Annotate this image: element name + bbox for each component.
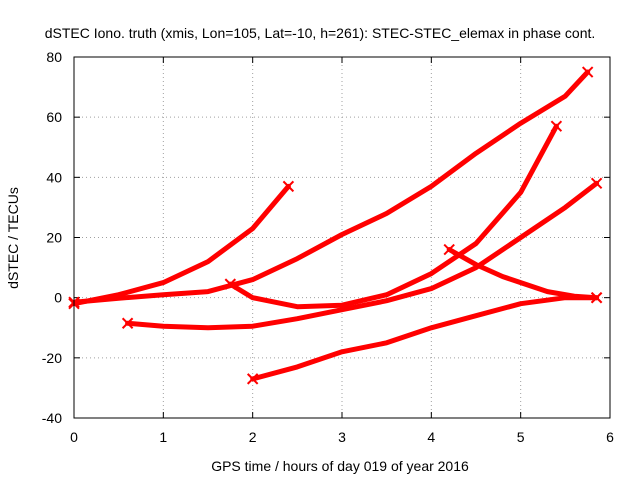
x-tick-label: 2 <box>249 429 257 445</box>
series-line-1 <box>71 183 291 307</box>
y-tick-label: -40 <box>42 410 62 426</box>
series-end-marker <box>550 120 563 132</box>
series-line-3 <box>227 123 559 310</box>
series-line-6 <box>250 295 600 382</box>
series-line-4 <box>125 180 600 331</box>
chart-title: dSTEC Iono. truth (xmis, Lon=105, Lat=-1… <box>45 25 596 41</box>
series-end-marker <box>581 66 594 78</box>
series-end-marker <box>590 291 603 304</box>
x-tick-label: 0 <box>70 429 78 445</box>
series-end-marker <box>224 278 237 290</box>
series-line-2 <box>71 69 591 305</box>
series-end-marker <box>246 373 259 385</box>
x-tick-label: 5 <box>517 429 525 445</box>
y-axis-label: dSTEC / TECUs <box>5 187 21 289</box>
x-axis-label: GPS time / hours of day 019 of year 2016 <box>211 458 469 474</box>
axis-ticks: 0 1 2 3 4 5 6 -40 -20 0 20 40 60 80 <box>42 49 614 445</box>
x-tick-label: 4 <box>427 429 435 445</box>
grid <box>74 57 610 418</box>
y-tick-label: 80 <box>46 49 62 65</box>
series-end-marker <box>443 243 455 256</box>
y-tick-label: -20 <box>42 350 62 366</box>
y-tick-label: 20 <box>46 230 62 246</box>
x-tick-label: 3 <box>338 429 346 445</box>
plot-frame <box>73 56 611 419</box>
y-tick-label: 40 <box>46 169 62 185</box>
x-tick-label: 1 <box>159 429 167 445</box>
x-tick-label: 6 <box>606 429 614 445</box>
y-tick-label: 60 <box>46 109 62 125</box>
y-tick-label: 0 <box>54 290 62 306</box>
series-line-5 <box>446 247 600 301</box>
series-end-marker <box>121 317 134 329</box>
series-end-marker <box>590 177 603 190</box>
series-end-marker <box>282 180 295 193</box>
series-group <box>68 66 603 385</box>
